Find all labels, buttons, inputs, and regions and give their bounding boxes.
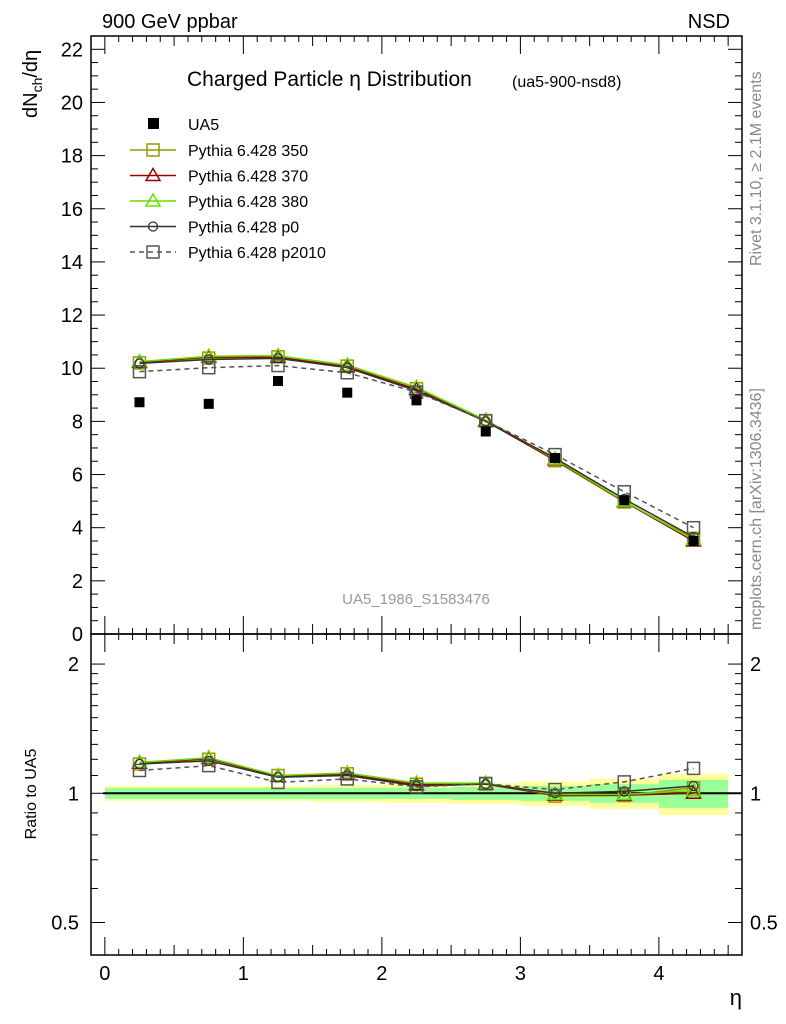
ratio-marker <box>340 772 354 786</box>
legend-label: UA5 <box>188 117 219 134</box>
ratio-line <box>139 757 694 796</box>
y-tick-label-ratio: 2 <box>68 654 79 676</box>
data-point <box>480 426 491 437</box>
y-tick-label-main: 0 <box>72 624 83 646</box>
y-tick-label-main: 8 <box>72 411 83 433</box>
legend-marker-ua5 <box>148 118 159 129</box>
ratio-marker <box>201 758 216 773</box>
data-point <box>272 375 283 386</box>
ratio-marker <box>549 788 561 799</box>
legend-marker <box>144 192 162 207</box>
y-tick-label-main: 10 <box>61 358 83 380</box>
x-tick-label: 0 <box>99 963 110 985</box>
ref-annotation: UA5_1986_S1583476 <box>342 591 490 608</box>
y-tick-label-main: 6 <box>72 465 83 487</box>
x-axis-label: η <box>730 985 742 1010</box>
mcplots-label: mcplots.cern.ch [arXiv:1306.3436] <box>748 388 765 630</box>
ratio-panel: 0.5 0.5 1 1 2 2 0 1 2 3 4 Ratio to UA5 η <box>23 633 778 1010</box>
data-point <box>203 398 214 409</box>
y-tick-label-ratio-right: 0.5 <box>750 912 778 934</box>
data-point <box>134 397 145 408</box>
ua5-data-points <box>134 375 699 546</box>
series-marker <box>132 364 147 379</box>
data-point <box>688 535 699 546</box>
x-tick-label: 3 <box>515 963 526 985</box>
legend-label: Pythia 6.428 p0 <box>188 220 299 237</box>
legend-marker <box>144 167 162 182</box>
ratio-marker <box>619 786 630 797</box>
legend: UA5 Pythia 6.428 350 Pythia 6.428 370 Pythi… <box>130 117 326 262</box>
ratio-marker <box>272 772 284 783</box>
series-line <box>139 356 694 539</box>
ratio-line <box>139 760 694 795</box>
y-tick-label-main: 14 <box>61 252 83 274</box>
ratio-frame <box>90 633 743 956</box>
legend-label: Pythia 6.428 350 <box>188 143 308 160</box>
data-point <box>619 495 630 506</box>
ratio-marker <box>479 777 493 791</box>
data-point <box>411 395 422 406</box>
x-tick-label: 2 <box>376 963 387 985</box>
ratio-marker <box>686 761 701 776</box>
y-axis-label-main: dNch/dη <box>20 50 45 118</box>
x-tick-label: 4 <box>653 963 664 985</box>
ratio-marker <box>342 770 353 781</box>
header-right: NSD <box>688 11 730 33</box>
ratio-marker <box>617 775 632 789</box>
series-line <box>139 356 694 542</box>
y-tick-label-ratio: 0.5 <box>51 912 79 934</box>
y-tick-label-main: 2 <box>72 571 83 593</box>
ratio-marker <box>271 775 285 790</box>
y-tick-label-ratio-right: 2 <box>750 654 761 676</box>
data-point <box>550 453 561 464</box>
chart-title: Charged Particle η Distribution <box>187 68 472 91</box>
y-tick-label-main: 18 <box>61 146 83 168</box>
series-line <box>139 364 694 529</box>
series-marker <box>201 360 216 375</box>
main-panel: 0 2 4 6 8 10 12 14 16 18 20 22 Charged Particle η D… <box>20 35 743 646</box>
series-line <box>139 357 694 538</box>
series-marker <box>134 358 145 369</box>
y-tick-label-ratio: 1 <box>68 783 79 805</box>
ratio-marker <box>200 749 218 764</box>
legend-label: Pythia 6.428 p2010 <box>188 245 326 262</box>
y-tick-label-main: 20 <box>61 92 83 114</box>
series-marker <box>340 365 354 380</box>
legend-label: Pythia 6.428 380 <box>188 194 308 211</box>
ratio-marker <box>132 763 147 778</box>
series-marker <box>686 520 701 535</box>
legend-marker <box>146 143 160 157</box>
ratio-line <box>139 756 694 796</box>
legend-marker <box>147 221 159 232</box>
series-marker <box>203 354 214 365</box>
y-tick-label-main: 12 <box>61 305 83 327</box>
header-left: 900 GeV ppbar <box>102 11 238 33</box>
ratio-line <box>139 764 694 791</box>
legend-label: Pythia 6.428 370 <box>188 169 308 186</box>
ratio-marker <box>203 755 214 767</box>
series-marker <box>271 358 285 373</box>
data-point <box>342 387 353 398</box>
ratio-marker <box>408 774 425 789</box>
series-line <box>139 354 694 541</box>
chart-subtitle: (ua5-900-nsd8) <box>512 74 621 91</box>
y-axis-label-ratio: Ratio to UA5 <box>23 749 40 840</box>
y-tick-label-main: 22 <box>61 39 83 61</box>
ratio-marker <box>688 780 699 792</box>
y-tick-label-ratio-right: 1 <box>750 783 761 805</box>
x-tick-label: 1 <box>238 963 249 985</box>
legend-marker <box>146 245 160 259</box>
series-marker <box>480 416 491 427</box>
y-tick-label-main: 4 <box>72 518 83 540</box>
ratio-marker <box>409 780 424 794</box>
y-tick-label-main: 16 <box>61 199 83 221</box>
ratio-marker <box>548 782 562 797</box>
series-marker <box>272 353 284 364</box>
rivet-label: Rivet 3.1.10, ≥ 2.1M events <box>748 71 765 266</box>
ratio-marker <box>685 784 702 800</box>
